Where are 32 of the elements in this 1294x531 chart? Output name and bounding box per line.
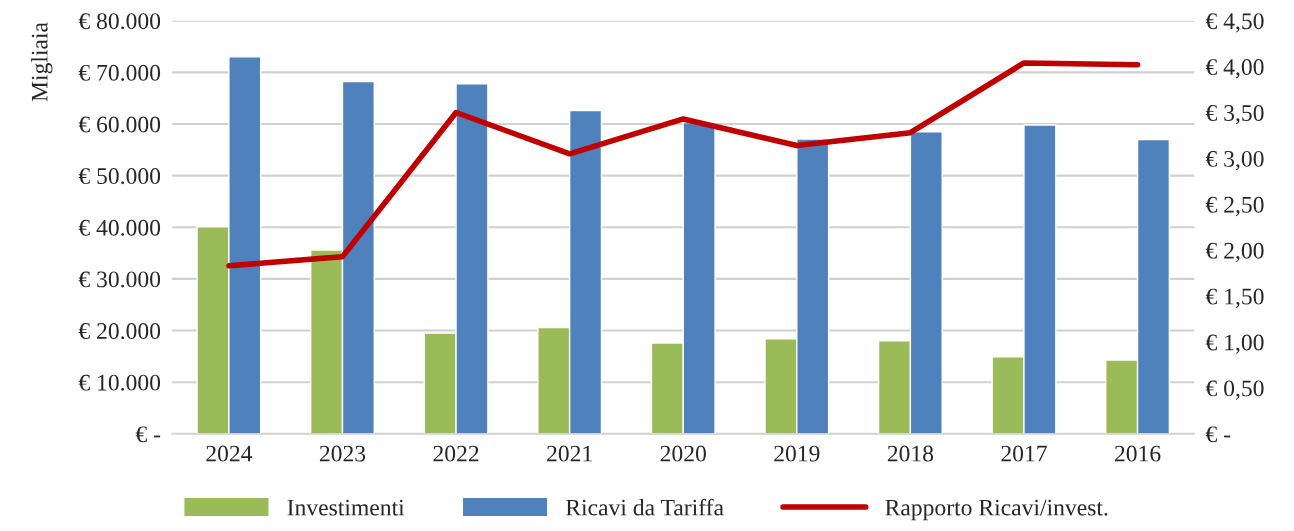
x-tick-label: 2023: [319, 445, 366, 462]
y-tick-label: € 30.000: [78, 271, 161, 288]
x-tick-label: 2017: [1001, 445, 1047, 462]
y2-tick-label: € 0,50: [1205, 380, 1264, 400]
legend-label: Investimenti: [287, 499, 405, 516]
x-tick-label: 2021: [547, 445, 592, 462]
x-tick-label: 2016: [1115, 445, 1161, 462]
legend-label: Ricavi da Tariffa: [565, 498, 724, 516]
x-tick-label: 2024: [206, 445, 253, 462]
y-tick-label: € 20.000: [78, 323, 161, 340]
y-tick-label: € 70.000: [78, 64, 161, 81]
y-tick-label: € -: [135, 426, 161, 443]
x-tick-label: 2020: [660, 445, 706, 462]
legend-label: Rapporto Ricavi/invest.: [885, 499, 1108, 521]
y2-tick-label: € 2,00: [1205, 242, 1264, 263]
y2-tick-label: € 4,50: [1205, 13, 1264, 33]
y-tick-label: € 40.000: [78, 219, 161, 236]
y-tick-label: € 10.000: [78, 374, 161, 391]
y-tick-label: € 80.000: [78, 13, 161, 30]
y2-tick-label: € 1,50: [1205, 288, 1264, 308]
y2-tick-label: € 1,00: [1205, 334, 1264, 354]
x-tick-label: 2019: [774, 445, 820, 462]
x-tick-label: 2018: [887, 445, 934, 462]
y-tick-label: € 50.000: [78, 168, 161, 185]
y2-tick-label: € 3,50: [1205, 105, 1264, 125]
y2-tick-label: € 4,00: [1205, 59, 1264, 79]
y2-tick-label: € -: [1205, 426, 1231, 443]
y-axis-title: Migliaia: [31, 22, 53, 102]
y2-tick-label: € 2,50: [1205, 196, 1264, 217]
x-tick-label: 2022: [433, 445, 479, 462]
y2-tick-label: € 3,00: [1205, 150, 1264, 171]
y-tick-label: € 60.000: [78, 116, 161, 133]
